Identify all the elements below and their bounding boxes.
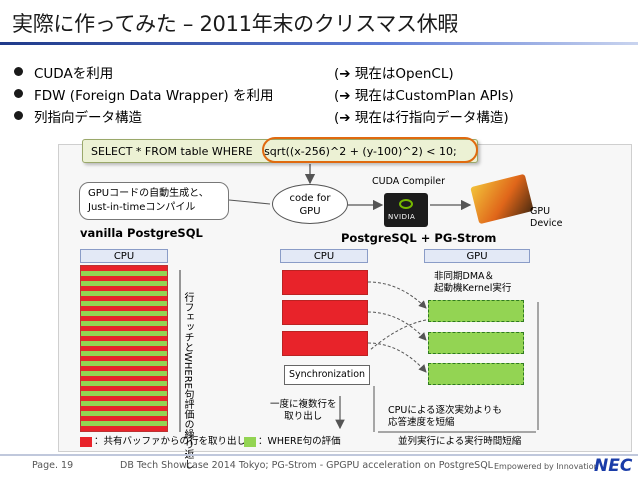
- footer-divider: [0, 454, 638, 456]
- fetch-block: [282, 270, 368, 295]
- shorten-note: CPUによる逐次実効よりも 応答速度を短縮: [388, 405, 502, 429]
- parallel-note: 並列実行による実行時間短縮: [398, 436, 522, 447]
- sql-expression: sqrt((x-256)^2 + (y-100)^2) < 10;: [264, 145, 457, 158]
- bullet-note: (➔ 現在は行指向データ構造): [334, 110, 509, 126]
- shorten-line: 応答速度を短縮: [388, 417, 455, 428]
- gpu-device-label: GPU Device: [530, 206, 563, 230]
- callout-pointer: [228, 199, 271, 205]
- bullet-item: FDW (Foreign Data Wrapper) を利用 (➔ 現在はCus…: [14, 84, 634, 106]
- legend-red-swatch: [80, 437, 92, 447]
- synchronization-box: Synchronization: [284, 365, 370, 385]
- gpu-header: GPU: [424, 249, 530, 263]
- code-for-gpu-bubble: code for GPU: [272, 184, 348, 224]
- jit-callout: GPUコードの自動生成と、 Just-in-timeコンパイル: [79, 182, 229, 220]
- bullet-text: FDW (Foreign Data Wrapper) を利用: [34, 88, 274, 104]
- vanilla-cpu-header: CPU: [80, 249, 168, 263]
- bullet-note: (➔ 現在はCustomPlan APIs): [334, 88, 514, 104]
- fetch-block: [282, 331, 368, 356]
- bullet-item: CUDAを利用 (➔ 現在はOpenCL): [14, 62, 634, 84]
- batch-line: 取り出し: [284, 411, 323, 422]
- bullet-note: (➔ 現在はOpenCL): [334, 66, 454, 82]
- gpu-device-line: GPU: [530, 206, 551, 217]
- dma-arrow: [367, 342, 427, 373]
- bullet-text: CUDAを利用: [34, 66, 114, 82]
- legend-green-swatch: [244, 437, 256, 447]
- nvidia-logo-icon: NVIDIA: [384, 193, 428, 227]
- eval-block: [428, 363, 524, 385]
- cuda-compiler-label: CUDA Compiler: [372, 176, 446, 187]
- vanilla-label: vanilla PostgreSQL: [80, 226, 203, 240]
- bubble-line: GPU: [299, 206, 321, 217]
- vertical-note: 行フェッチとWHERE句評価の繰り返し: [182, 292, 193, 469]
- eval-block: [428, 332, 524, 354]
- pgstrom-label: PostgreSQL + PG-Strom: [341, 231, 497, 245]
- callout-line: Just-in-timeコンパイル: [88, 202, 196, 213]
- dma-return: [369, 319, 427, 351]
- bullet-icon: [14, 111, 23, 120]
- bullet-icon: [14, 67, 23, 76]
- vanilla-row-stack: [80, 265, 168, 432]
- dma-arrow: [367, 281, 427, 309]
- async-line: 非同期DMA＆: [434, 271, 495, 282]
- fetch-block: [282, 300, 368, 325]
- batch-line: 一度に複数行を: [270, 399, 337, 410]
- async-note: 非同期DMA＆ 起動機Kernel実行: [434, 271, 511, 295]
- shorten-line: CPUによる逐次実効よりも: [388, 405, 502, 416]
- bullet-item: 列指向データ構造 (➔ 現在は行指向データ構造): [14, 106, 634, 128]
- slide-title: 実際に作ってみた – 2011年末のクリスマス休暇: [12, 12, 459, 36]
- nec-logo: NEC: [594, 456, 633, 476]
- batch-note: 一度に複数行を 取り出し: [270, 399, 337, 423]
- event-title: DB Tech Showcase 2014 Tokyo; PG-Strom - …: [120, 460, 493, 471]
- sql-highlight: [262, 137, 478, 163]
- sql-query-box: SELECT * FROM table WHERE sqrt((x-256)^2…: [82, 139, 478, 163]
- title-divider: [0, 42, 638, 45]
- sql-text: SELECT * FROM table WHERE: [91, 145, 253, 158]
- page-number: Page. 19: [32, 460, 74, 471]
- bubble-line: code for: [289, 193, 331, 204]
- bullet-icon: [14, 89, 23, 98]
- bullet-text: 列指向データ構造: [34, 110, 142, 126]
- eval-block: [428, 300, 524, 322]
- bullet-list: CUDAを利用 (➔ 現在はOpenCL) FDW (Foreign Data …: [14, 62, 634, 128]
- callout-line: GPUコードの自動生成と、: [88, 188, 209, 199]
- legend-red-label: ：共有バッファからの行を取り出し: [94, 436, 247, 447]
- legend-green-label: ：WHERE句の評価: [258, 436, 341, 447]
- tagline: Empowered by Innovation: [494, 462, 599, 471]
- async-line: 起動機Kernel実行: [434, 283, 512, 294]
- gpu-device-line: Device: [530, 218, 563, 229]
- strom-cpu-header: CPU: [280, 249, 368, 263]
- dma-arrow: [367, 311, 427, 341]
